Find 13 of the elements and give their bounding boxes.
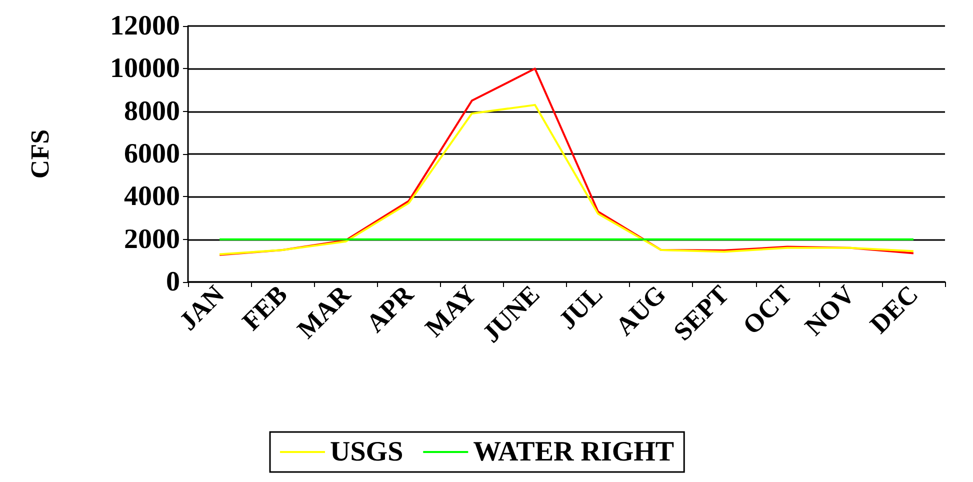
y-tick-label: 0 (166, 266, 180, 298)
y-tick-label: 12000 (110, 10, 180, 42)
y-tick-label: 2000 (124, 224, 180, 255)
y-tick-label: 8000 (124, 96, 180, 127)
y-tick-label: 6000 (124, 138, 180, 170)
y-axis-title: CFS (26, 129, 54, 179)
line-series (218, 68, 914, 256)
line-series (218, 104, 914, 256)
legend-label: WATER RIGHT (473, 436, 674, 468)
y-tick-label: 10000 (110, 53, 180, 84)
x-tick-label: JUL (553, 280, 608, 335)
legend-label: USGS (330, 436, 404, 468)
y-tick-label: 4000 (124, 181, 180, 212)
